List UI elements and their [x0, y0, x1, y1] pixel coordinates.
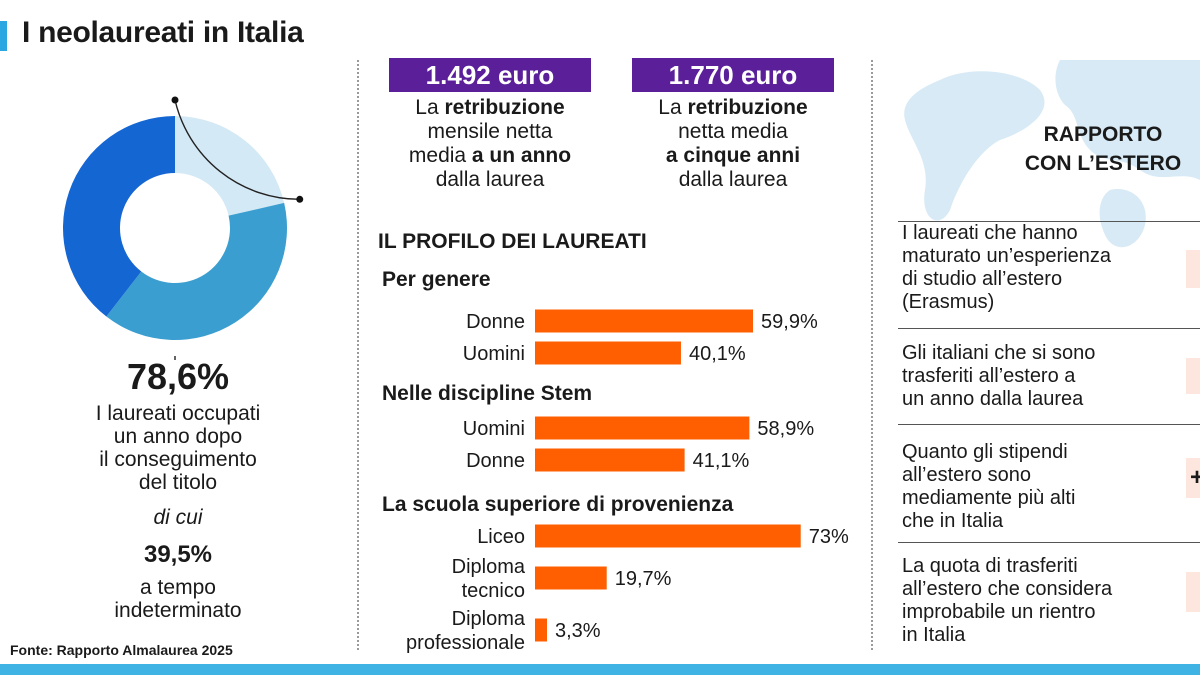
source-note: Fonte: Rapporto Almalaurea 2025 — [10, 642, 233, 658]
page-title: I neolaureati in Italia — [22, 16, 304, 49]
abroad-item-line: un anno dalla laurea — [902, 388, 1084, 410]
salary-description-line: a cinque anni — [665, 144, 801, 167]
value-badge — [1186, 572, 1200, 612]
donut-outer-arc — [174, 99, 300, 200]
employed-caption: I laureati occupati un anno dopo il cons… — [28, 402, 328, 494]
employed-caption-line: I laureati occupati — [95, 402, 261, 425]
bar-category-label: professionale — [406, 632, 525, 654]
group-title-school: La scuola superiore di provenienza — [382, 493, 734, 516]
donut-slice-employed-other — [106, 202, 288, 341]
abroad-heading: RAPPORTO CON L’ESTERO — [988, 120, 1200, 178]
bottom-accent-bar — [0, 664, 1200, 675]
permanent-caption: a tempo indeterminato — [28, 576, 328, 622]
column-divider-right — [871, 60, 873, 650]
bar — [535, 618, 548, 642]
bar — [535, 341, 681, 365]
employed-caption-line: del titolo — [138, 471, 218, 494]
donut-arc-start-dot — [171, 96, 179, 104]
abroad-item-line: Quanto gli stipendi — [902, 441, 1068, 463]
abroad-item-line: (Erasmus) — [902, 291, 995, 313]
permanent-caption-line: a tempo — [140, 576, 216, 599]
profile-bar-chart: Donne 59,9% Uomini 40,1% Uomini 58,9% Donne 41,… — [406, 309, 849, 654]
employed-caption-line: il conseguimento — [99, 448, 257, 471]
abroad-item-line: La quota di trasferiti — [902, 555, 1078, 577]
bar-value-label: 3,3% — [555, 620, 601, 642]
value-badge — [1186, 458, 1200, 498]
donut-arc-end-dot — [296, 195, 304, 203]
employed-percentage: 78,6% — [126, 356, 230, 397]
bar-value-label: 41,1% — [693, 450, 750, 472]
bar-category-label: Uomini — [463, 343, 525, 365]
abroad-item-line: mediamente più alti — [902, 487, 1076, 509]
value-badge — [1186, 250, 1200, 288]
world-map-illustration — [904, 60, 1200, 248]
abroad-item-moved: Gli italiani che si sono trasferiti all’… — [902, 342, 1192, 411]
bar-category-label: tecnico — [462, 580, 525, 602]
bar — [535, 448, 685, 472]
abroad-item-line: all’estero che considera — [902, 578, 1113, 600]
salary-one-year-description: La retribuzione mensile netta media a un… — [380, 96, 600, 192]
salary-five-years-description: La retribuzione netta media a cinque ann… — [622, 96, 844, 192]
abroad-item-salaries: Quanto gli stipendi all’estero sono medi… — [902, 441, 1192, 533]
bar-category-label: Donne — [466, 311, 525, 333]
separator — [898, 328, 1200, 329]
salary-one-year-value: 1.492 euro — [389, 58, 591, 92]
bar — [535, 309, 754, 333]
bar-category-label: Diploma — [452, 556, 526, 578]
abroad-item-line: improbabile un rientro — [902, 601, 1096, 623]
bar-category-label: Liceo — [477, 526, 525, 548]
separator — [898, 542, 1200, 543]
salary-five-years-value: 1.770 euro — [632, 58, 834, 92]
salary-description-line: dalla laurea — [435, 168, 545, 191]
di-cui-label: di cui — [153, 506, 203, 529]
bar — [535, 566, 607, 590]
bar-category-label: Uomini — [463, 418, 525, 440]
abroad-heading-line: RAPPORTO — [1043, 123, 1163, 146]
value-badge — [1186, 358, 1200, 394]
bar — [535, 416, 750, 440]
bar-category-label: Donne — [466, 450, 525, 472]
bar-category-label: Diploma — [452, 608, 526, 630]
abroad-heading-line: CON L’ESTERO — [1024, 152, 1182, 175]
abroad-item-return: La quota di trasferiti all’estero che co… — [902, 555, 1192, 647]
abroad-item-line: trasferiti all’estero a — [902, 365, 1076, 387]
group-title-gender: Per genere — [382, 268, 491, 291]
bar-value-label: 58,9% — [757, 418, 814, 440]
bar-value-label: 73% — [809, 526, 849, 548]
salary-description-line: media a un anno — [408, 144, 572, 167]
abroad-item-line: I laureati che hanno — [902, 222, 1078, 244]
separator — [898, 424, 1200, 425]
bar — [535, 524, 801, 548]
abroad-item-line: maturato un’esperienza — [902, 245, 1112, 267]
salary-description-line: dalla laurea — [678, 168, 788, 191]
permanent-caption-line: indeterminato — [114, 599, 242, 622]
group-title-stem: Nelle discipline Stem — [382, 382, 593, 405]
donut-slice-permanent — [62, 116, 175, 317]
abroad-item-line: all’estero sono — [902, 464, 1031, 486]
column-divider-left — [357, 60, 359, 650]
abroad-item-erasmus: I laureati che hanno maturato un’esperie… — [902, 222, 1192, 314]
salary-description-line: mensile netta — [427, 120, 553, 143]
employed-caption-line: un anno dopo — [113, 425, 243, 448]
profile-section-title: IL PROFILO DEI LAUREATI — [378, 230, 647, 253]
salary-description-line: La retribuzione — [415, 96, 565, 119]
donut-slice-not-employed — [175, 116, 285, 216]
abroad-item-line: di studio all’estero — [902, 268, 1063, 290]
abroad-item-line: Gli italiani che si sono — [902, 342, 1096, 364]
salary-description-line: netta media — [678, 120, 788, 143]
separator — [898, 221, 1200, 222]
abroad-item-line: che in Italia — [902, 510, 1004, 532]
employment-donut-chart — [62, 96, 304, 360]
plus-sign: + — [1190, 464, 1200, 491]
bar-value-label: 19,7% — [615, 568, 672, 590]
salary-description-line: La retribuzione — [658, 96, 808, 119]
abroad-item-line: in Italia — [902, 624, 966, 646]
permanent-percentage: 39,5% — [143, 541, 213, 568]
bar-value-label: 40,1% — [689, 343, 746, 365]
title-accent-bar — [0, 21, 7, 51]
bar-value-label: 59,9% — [761, 311, 818, 333]
